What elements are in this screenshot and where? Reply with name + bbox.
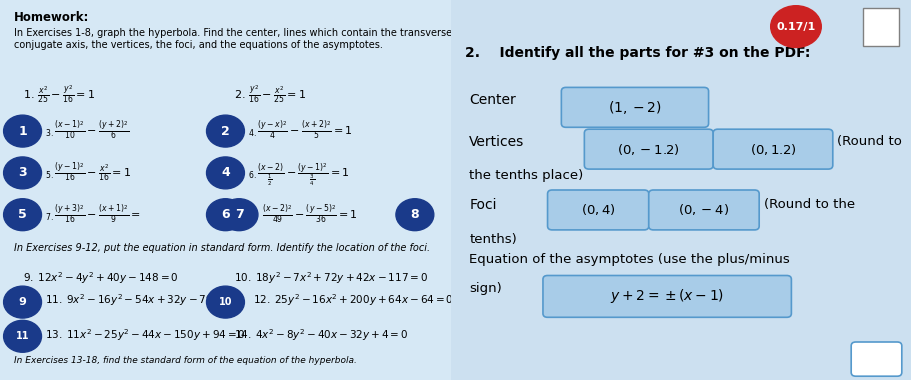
Text: Vertices: Vertices [469,135,525,149]
Text: $(0,-4)$: $(0,-4)$ [679,203,730,217]
Circle shape [207,286,244,318]
Text: sign): sign) [469,282,502,295]
Text: 2: 2 [221,125,230,138]
Text: 10: 10 [219,297,232,307]
Circle shape [396,199,434,231]
FancyBboxPatch shape [584,129,713,169]
Text: 2. $\frac{y^2}{16}-\frac{x^2}{25}=1$: 2. $\frac{y^2}{16}-\frac{x^2}{25}=1$ [234,84,306,105]
Text: $(1,-2)$: $(1,-2)$ [609,99,661,116]
FancyBboxPatch shape [561,87,709,127]
Text: 1: 1 [18,125,27,138]
Text: 3: 3 [18,166,26,179]
Circle shape [4,157,42,189]
Text: 2.    Identify all the parts for #3 on the PDF:: 2. Identify all the parts for #3 on the … [465,46,810,60]
Text: $_{5.}\frac{(y-1)^2}{16}-\frac{x^2}{16}=1$: $_{5.}\frac{(y-1)^2}{16}-\frac{x^2}{16}=… [46,162,131,183]
FancyBboxPatch shape [0,0,451,380]
Text: $(0,1.2)$: $(0,1.2)$ [750,142,796,157]
FancyBboxPatch shape [851,342,902,376]
Text: $(0,4)$: $(0,4)$ [580,203,616,217]
Text: $10.\;18y^2-7x^2+72y+42x-117=0$: $10.\;18y^2-7x^2+72y+42x-117=0$ [234,270,429,286]
Circle shape [4,115,42,147]
Text: Center: Center [469,93,517,107]
Text: 5: 5 [18,208,27,221]
Text: $y+2=\pm(x-1)$: $y+2=\pm(x-1)$ [610,287,724,306]
Text: Homework:: Homework: [14,11,89,24]
Circle shape [4,199,42,231]
FancyBboxPatch shape [863,8,899,46]
Text: 6: 6 [221,208,230,221]
Text: (Round to the: (Round to the [763,198,855,211]
Text: In Exercises 13-18, find the standard form of the equation of the hyperbola.: In Exercises 13-18, find the standard fo… [14,356,356,365]
Text: tenths): tenths) [469,233,517,245]
Text: $_{6.}\frac{(x-2)}{\frac{1}{2}}-\frac{(y-1)^2}{\frac{3}{4}}=1$: $_{6.}\frac{(x-2)}{\frac{1}{2}}-\frac{(y… [248,162,350,188]
Text: Equation of the asymptotes (use the plus/minus: Equation of the asymptotes (use the plus… [469,253,790,266]
Text: 8: 8 [411,208,419,221]
Text: Foci: Foci [469,198,496,212]
Text: (Round to: (Round to [837,135,902,148]
Circle shape [207,199,244,231]
Circle shape [220,199,258,231]
FancyBboxPatch shape [543,276,792,317]
Text: In Exercises 1-8, graph the hyperbola. Find the center, lines which contain the : In Exercises 1-8, graph the hyperbola. F… [14,28,473,50]
Text: $_{3.}\frac{(x-1)^2}{10}-\frac{(y+2)^2}{6}$: $_{3.}\frac{(x-1)^2}{10}-\frac{(y+2)^2}{… [46,120,129,141]
Text: $_{7.}\frac{(y+3)^2}{16}-\frac{(x+1)^2}{9}=$: $_{7.}\frac{(y+3)^2}{16}-\frac{(x+1)^2}{… [46,203,141,225]
Circle shape [771,6,822,48]
Circle shape [207,157,244,189]
Text: 4: 4 [221,166,230,179]
Circle shape [4,286,42,318]
Text: $\frac{(x-2)^2}{49}-\frac{(y-5)^2}{36}=1$: $\frac{(x-2)^2}{49}-\frac{(y-5)^2}{36}=1… [261,203,357,225]
Text: In Exercises 9-12, put the equation in standard form. Identify the location of t: In Exercises 9-12, put the equation in s… [14,243,430,253]
FancyBboxPatch shape [548,190,649,230]
Text: 1. $\frac{x^2}{25}-\frac{y^2}{16}=1$: 1. $\frac{x^2}{25}-\frac{y^2}{16}=1$ [23,84,95,105]
Circle shape [4,320,42,352]
FancyBboxPatch shape [713,129,833,169]
Circle shape [207,115,244,147]
Text: $12.\;25y^2-16x^2+200y+64x-64=0$: $12.\;25y^2-16x^2+200y+64x-64=0$ [252,293,454,309]
Text: $9.\;12x^2-4y^2+40y-148=0$: $9.\;12x^2-4y^2+40y-148=0$ [23,270,179,286]
Text: $(0,-1.2)$: $(0,-1.2)$ [618,142,681,157]
Text: the tenths place): the tenths place) [469,169,584,182]
Text: $13.\;11x^2-25y^2-44x-150y+94=0$: $13.\;11x^2-25y^2-44x-150y+94=0$ [46,327,246,343]
Text: 11: 11 [15,331,29,341]
FancyBboxPatch shape [451,0,911,380]
Text: 9: 9 [18,297,26,307]
Text: $11.\;9x^2-16y^2-54x+32y-79=0$: $11.\;9x^2-16y^2-54x+32y-79=0$ [46,293,232,309]
Text: $_{4.}\frac{(y-x)^2}{4}-\frac{(x+2)^2}{5}=1$: $_{4.}\frac{(y-x)^2}{4}-\frac{(x+2)^2}{5… [248,120,353,141]
Text: 0.17/1: 0.17/1 [776,22,815,32]
Text: $14.\;4x^2-8y^2-40x-32y+4=0$: $14.\;4x^2-8y^2-40x-32y+4=0$ [234,327,409,343]
FancyBboxPatch shape [649,190,759,230]
Text: 7: 7 [235,208,243,221]
